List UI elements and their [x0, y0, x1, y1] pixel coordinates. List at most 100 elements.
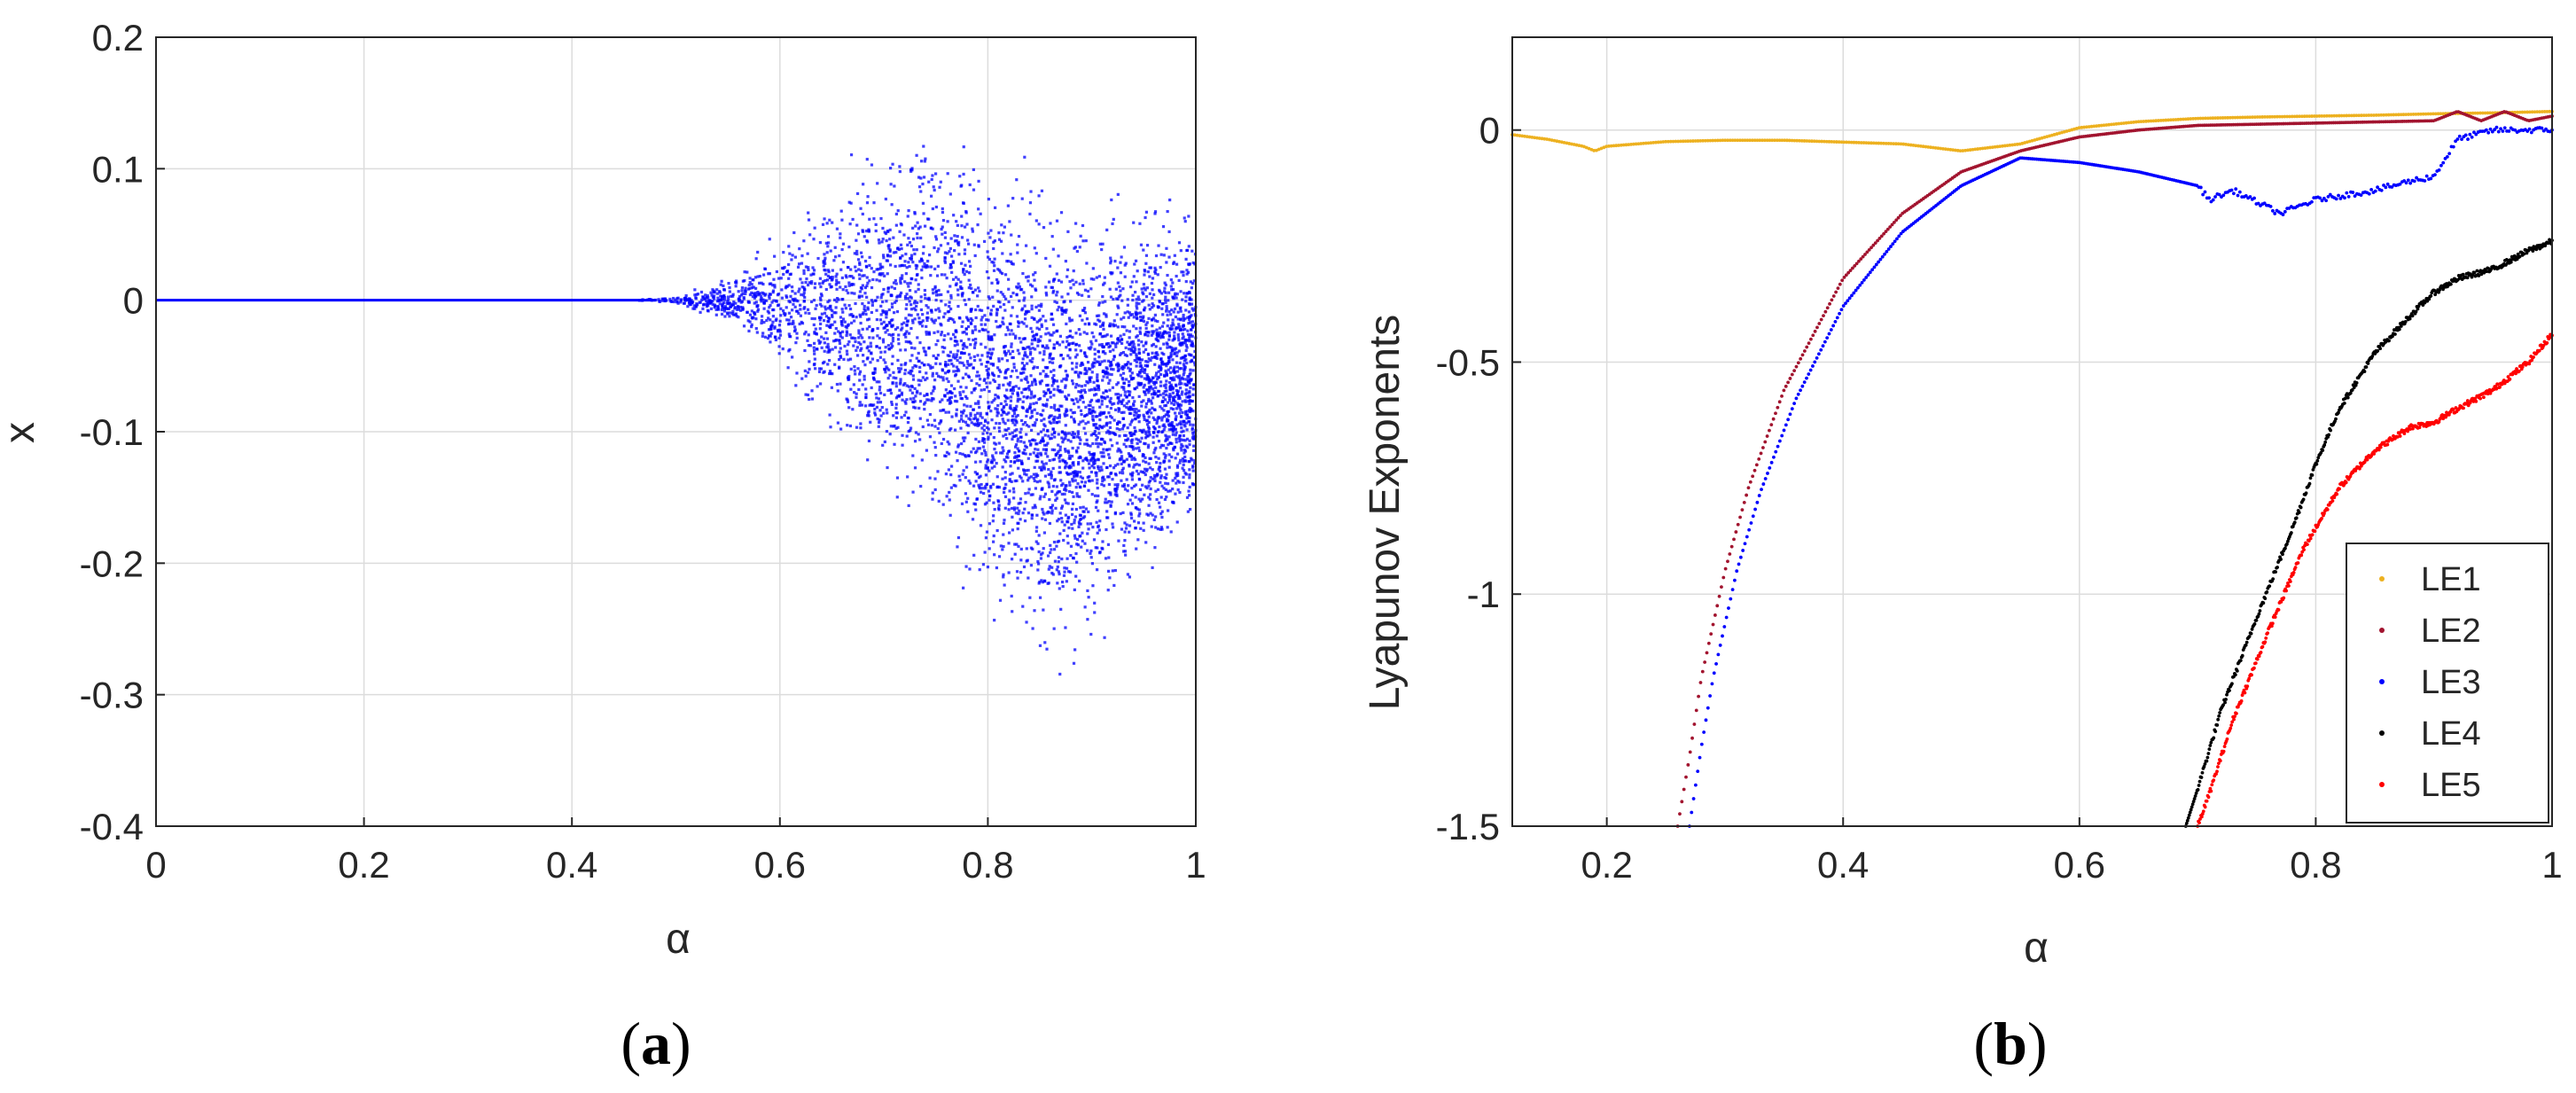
scatter-point — [820, 346, 824, 349]
scatter-point — [1143, 308, 1146, 312]
scatter-point — [1190, 324, 1194, 327]
scatter-point — [1000, 271, 1004, 276]
scatter-point — [1033, 246, 1036, 250]
scatter-point — [1013, 423, 1017, 426]
scatter-point — [1161, 225, 1166, 229]
scatter-point — [1076, 463, 1081, 466]
scatter-point — [1089, 551, 1092, 555]
scatter-point — [1172, 324, 1175, 327]
scatter-point — [1058, 457, 1061, 460]
scatter-point — [1108, 324, 1112, 328]
scatter-point — [995, 386, 999, 390]
scatter-point — [904, 272, 908, 276]
scatter-point — [960, 294, 964, 298]
scatter-point — [987, 406, 991, 410]
scatter-point — [757, 293, 761, 296]
scatter-point — [1181, 400, 1184, 403]
scatter-point — [867, 410, 870, 413]
scatter-point — [1020, 197, 1024, 200]
scatter-point — [1180, 415, 1183, 418]
scatter-point — [1112, 297, 1115, 301]
scatter-point — [722, 287, 726, 292]
scatter-point — [1131, 395, 1135, 400]
scatter-point — [989, 353, 994, 356]
scatter-point — [800, 262, 804, 265]
scatter-point — [1145, 363, 1150, 368]
scatter-point — [1171, 378, 1175, 382]
scatter-point — [989, 362, 993, 366]
scatter-point — [1132, 484, 1136, 488]
scatter-point — [1120, 255, 1123, 259]
scatter-point — [856, 258, 861, 262]
scatter-point — [855, 249, 859, 254]
scatter-point — [1083, 371, 1087, 376]
scatter-point — [1034, 421, 1037, 425]
scatter-point — [872, 270, 876, 274]
scatter-point — [1135, 437, 1138, 441]
scatter-point — [947, 332, 950, 336]
scatter-point — [1042, 511, 1045, 514]
scatter-point — [946, 440, 949, 444]
scatter-point — [1154, 489, 1158, 493]
scatter-point — [984, 346, 987, 349]
scatter-point — [1159, 405, 1162, 409]
scatter-point — [1016, 447, 1019, 450]
scatter-point — [823, 268, 826, 272]
scatter-point — [892, 236, 895, 239]
scatter-point — [996, 394, 1000, 398]
scatter-point — [1185, 417, 1189, 420]
scatter-point — [1122, 365, 1126, 369]
scatter-point — [915, 273, 919, 277]
scatter-point — [1055, 219, 1059, 223]
scatter-point — [1083, 322, 1087, 326]
scatter-point — [1096, 415, 1099, 418]
scatter-point — [737, 316, 740, 319]
scatter-point — [894, 212, 898, 216]
scatter-point — [1106, 516, 1110, 519]
scatter-point — [845, 333, 848, 338]
scatter-point — [925, 449, 928, 452]
scatter-point — [1184, 344, 1189, 347]
scatter-point — [850, 321, 854, 324]
scatter-point — [1002, 573, 1005, 576]
scatter-point — [1188, 476, 1191, 480]
scatter-point — [1101, 379, 1105, 382]
scatter-point — [1030, 513, 1034, 517]
scatter-point — [728, 311, 732, 315]
scatter-point — [692, 304, 696, 308]
scatter-point — [1155, 332, 1159, 336]
scatter-point — [888, 254, 893, 258]
scatter-point — [1169, 346, 1173, 349]
scatter-point — [970, 286, 973, 290]
scatter-point — [961, 452, 964, 456]
scatter-point — [958, 479, 962, 482]
scatter-point — [819, 367, 824, 371]
scatter-point — [1108, 399, 1112, 402]
scatter-point — [1097, 388, 1101, 392]
scatter-point — [1065, 378, 1068, 382]
scatter-point — [826, 350, 830, 354]
scatter-point — [961, 343, 964, 347]
scatter-point — [1074, 348, 1078, 352]
scatter-point — [1038, 465, 1042, 469]
scatter-point — [1176, 403, 1180, 407]
scatter-point — [1097, 465, 1100, 468]
scatter-point — [841, 242, 846, 246]
scatter-point — [1076, 482, 1080, 486]
scatter-point — [766, 309, 769, 313]
scatter-point — [845, 289, 848, 293]
scatter-point — [863, 363, 867, 367]
scatter-point — [1159, 253, 1163, 256]
scatter-point — [875, 405, 879, 410]
scatter-point — [1065, 484, 1068, 488]
scatter-point — [799, 308, 802, 311]
scatter-point — [964, 455, 968, 458]
scatter-point — [1167, 331, 1171, 334]
scatter-point — [845, 326, 848, 330]
scatter-point — [1010, 233, 1013, 237]
scatter-point — [1135, 353, 1138, 356]
scatter-point — [952, 483, 956, 488]
scatter-point — [1016, 376, 1019, 379]
scatter-point — [853, 369, 856, 372]
scatter-point — [1190, 358, 1194, 362]
